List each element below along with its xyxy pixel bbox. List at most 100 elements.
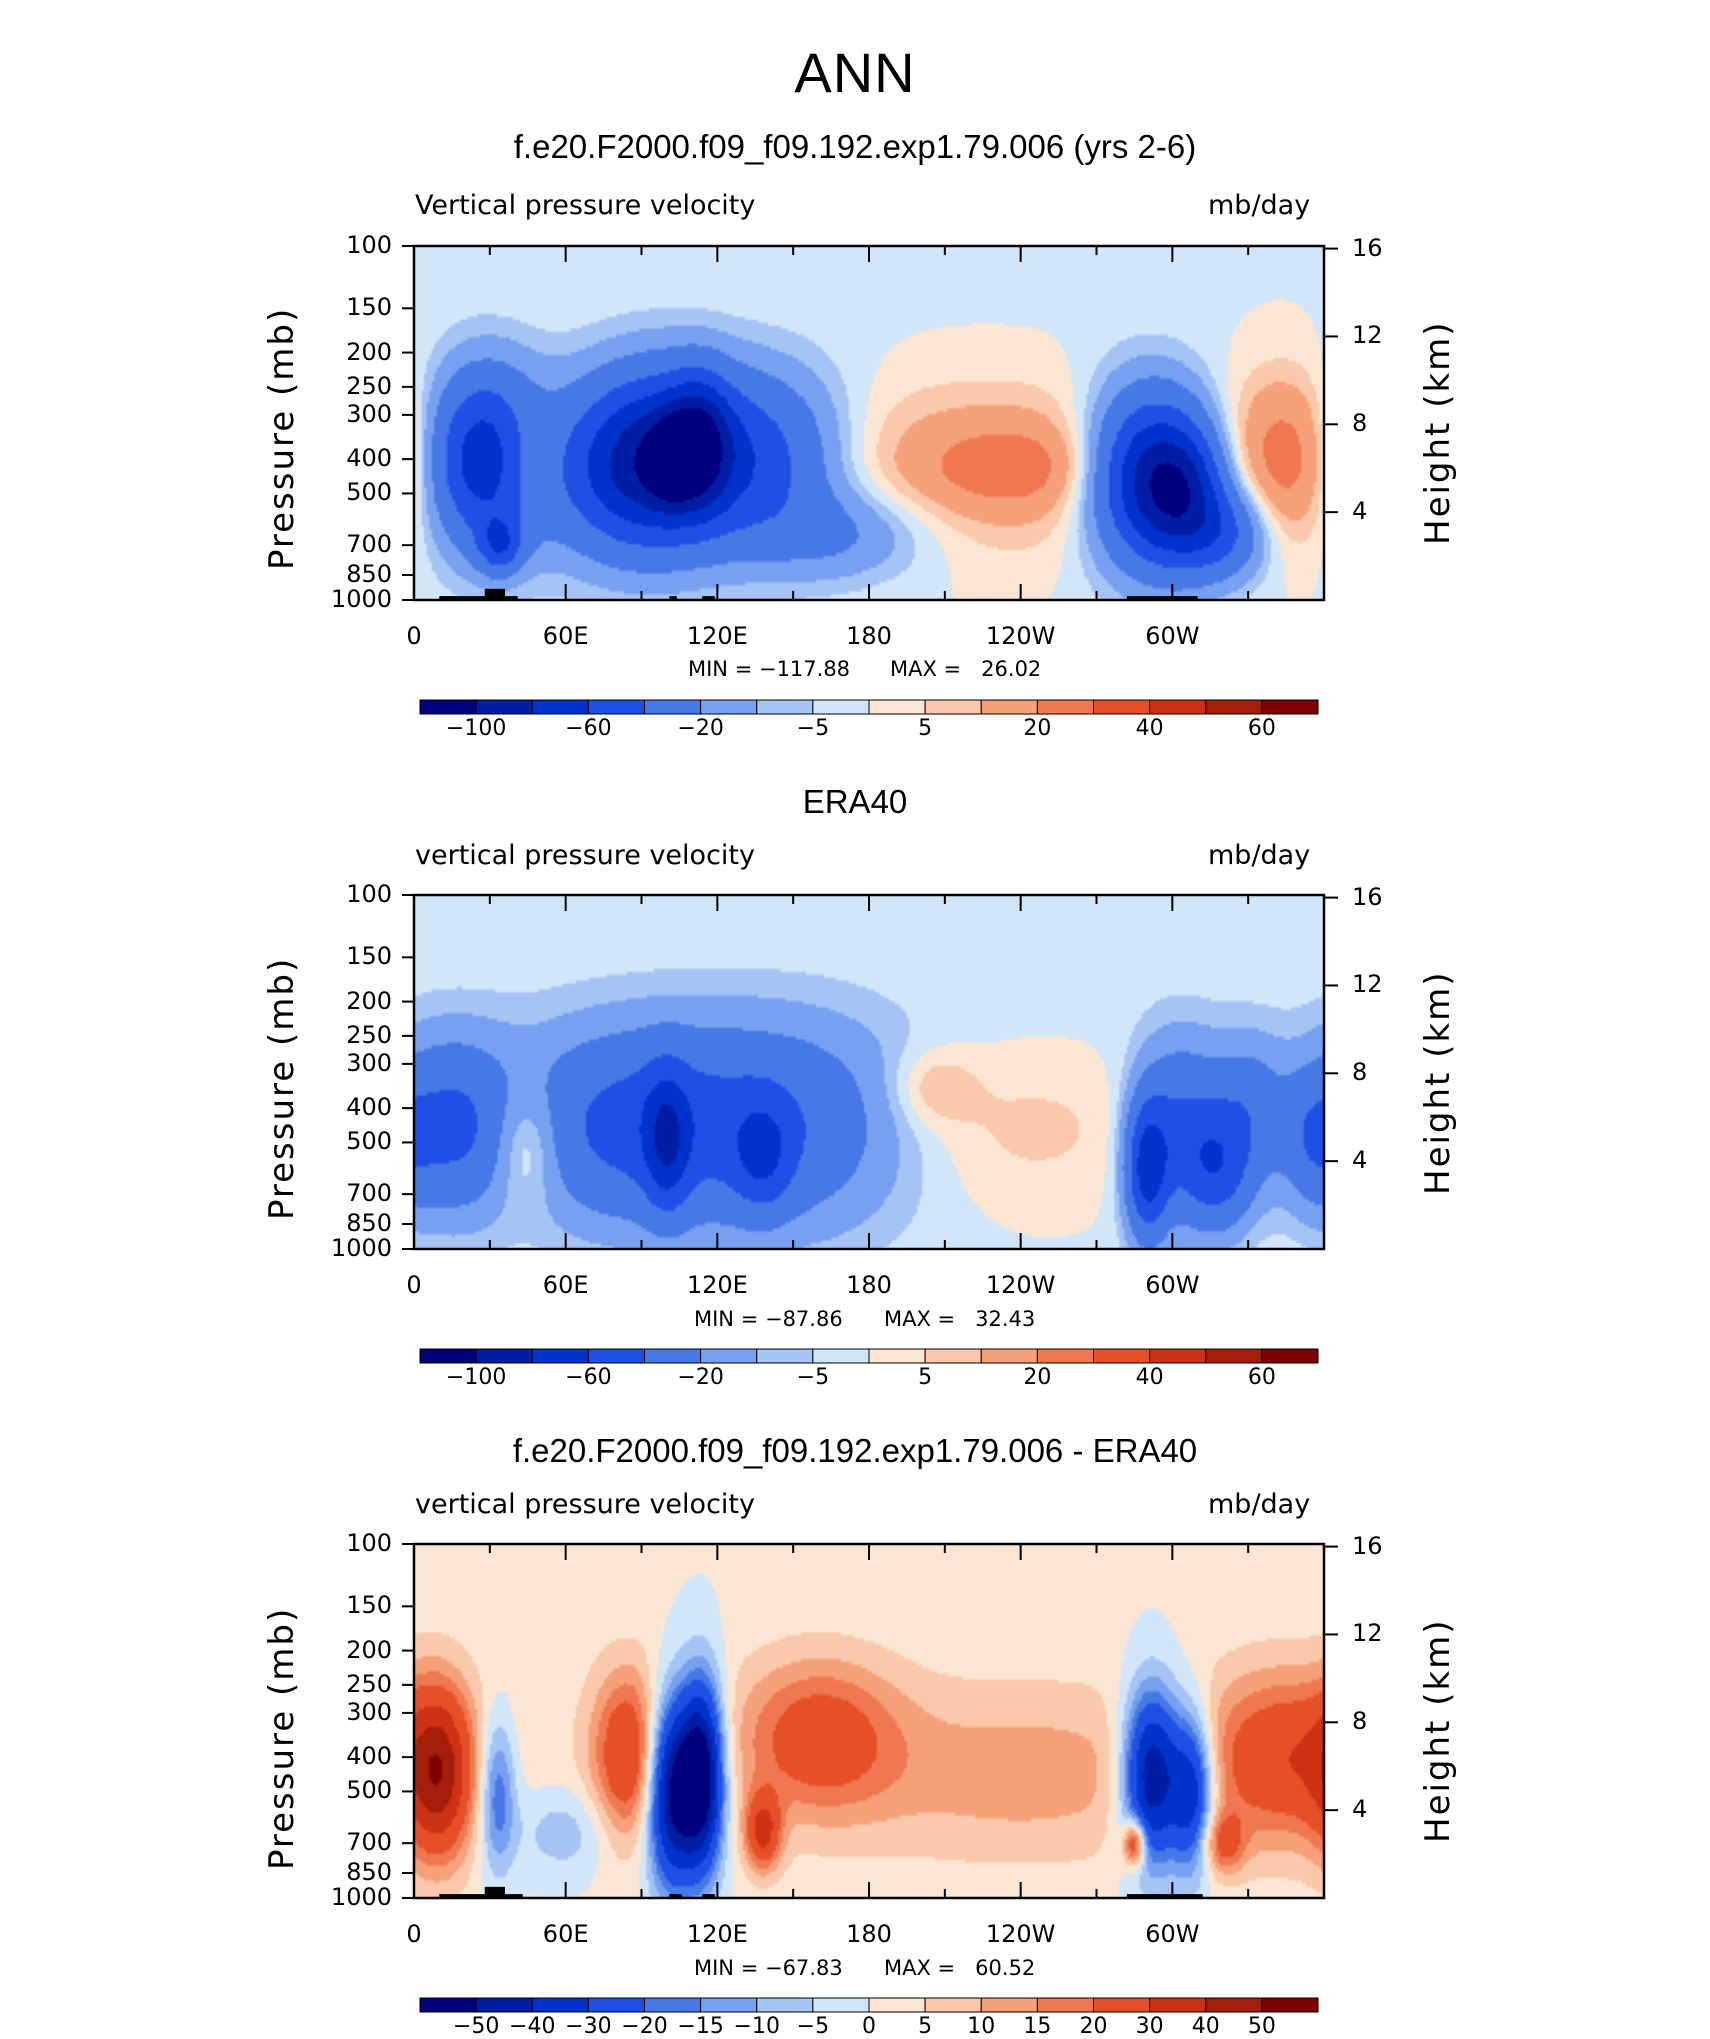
panel-3-colorbar-box bbox=[531, 1997, 589, 2013]
panel-3-lon-label: 120E bbox=[686, 1920, 748, 1948]
panel-3-pressure-label: 700 bbox=[346, 1828, 392, 1857]
panel-3-colorbar-label: −20 bbox=[621, 2014, 668, 2039]
panel-1-colorbar-box bbox=[756, 699, 814, 715]
panel-1-colorbar-box bbox=[700, 699, 758, 715]
panel-1-colorbar-box bbox=[531, 699, 589, 715]
panel-2-height-label: 12 bbox=[1352, 970, 1383, 999]
panel-1-lon-label: 60E bbox=[542, 622, 589, 650]
panel-3-pressure-label: 100 bbox=[346, 1529, 392, 1557]
panel-1-height-label: 16 bbox=[1352, 233, 1383, 262]
panel-1-colorbar-box bbox=[924, 699, 982, 715]
panel-1-colorbar-box bbox=[1261, 699, 1319, 715]
panel-2-colorbar-box bbox=[1036, 1348, 1094, 1364]
panel-2-colorbar-label: −5 bbox=[796, 1365, 830, 1390]
panel-2-height-label: 8 bbox=[1352, 1058, 1368, 1087]
panel-3-colorbar-box bbox=[700, 1997, 758, 2013]
panel-2-colorbar-box bbox=[1205, 1348, 1263, 1364]
panel-2-colorbar-box bbox=[1261, 1348, 1319, 1364]
panel-3-land-5 bbox=[1126, 1894, 1203, 1898]
panel-2-colorbar-label: 5 bbox=[918, 1365, 933, 1390]
panel-2-colorbar-box bbox=[868, 1348, 926, 1364]
panel-1-land-2 bbox=[505, 596, 518, 600]
panel-1-colorbar-box bbox=[1036, 699, 1094, 715]
panel-2-colorbar-box bbox=[531, 1348, 589, 1364]
panel-1-colorbar-box bbox=[587, 699, 645, 715]
panel-3-field bbox=[414, 1544, 1324, 1898]
panel-2-colorbar-box bbox=[924, 1348, 982, 1364]
panel-1-pressure-label: 850 bbox=[346, 560, 392, 588]
panel-1-colorbar-label: −5 bbox=[796, 716, 830, 741]
panel-2-colorbar-label: 60 bbox=[1247, 1365, 1276, 1390]
panel-3-colorbar-box bbox=[1093, 1997, 1151, 2013]
panel-2-colorbar-label: −60 bbox=[565, 1365, 612, 1390]
panel-2-pressure-label: 1000 bbox=[330, 1234, 392, 1262]
panel-1-field bbox=[414, 246, 1324, 600]
panel-1-pressure-label: 300 bbox=[346, 399, 392, 428]
panel-3-max: MAX = 60.52 bbox=[884, 1956, 1036, 1980]
panel-2-pressure-label: 850 bbox=[346, 1209, 392, 1237]
panel-1-height-label: 8 bbox=[1352, 409, 1368, 438]
panel-3-colorbar-box bbox=[1149, 1997, 1207, 2013]
panel-1-pressure-label: 150 bbox=[346, 293, 392, 322]
panel-3-lon-label: 0 bbox=[406, 1920, 422, 1948]
panel-2-pressure-label: 300 bbox=[346, 1048, 392, 1077]
panel-3-units-label: mb/day bbox=[1208, 1489, 1311, 1520]
panel-2-lon-label: 120W bbox=[985, 1271, 1056, 1299]
panel-1-min: MIN = −117.88 bbox=[688, 657, 851, 681]
panel-1-title: f.e20.F2000.f09_f09.192.exp1.79.006 (yrs… bbox=[513, 128, 1197, 165]
panel-1-colorbar-box bbox=[868, 699, 926, 715]
panel-2-max: MAX = 32.43 bbox=[884, 1307, 1036, 1331]
panel-3-colorbar-box bbox=[924, 1997, 982, 2013]
panel-3-colorbar-box bbox=[644, 1997, 702, 2013]
panel-1-pressure-label: 1000 bbox=[330, 585, 392, 613]
panel-3-pressure-label: 850 bbox=[346, 1858, 392, 1886]
panel-1-colorbar-box bbox=[1149, 699, 1207, 715]
panel-3-colorbar-label: −40 bbox=[509, 2014, 556, 2039]
panel-3-pressure-label: 500 bbox=[346, 1776, 392, 1805]
panel-2-colorbar-label: 20 bbox=[1023, 1365, 1052, 1390]
panel-1-colorbar-label: −60 bbox=[565, 716, 612, 741]
panel-3-height-label: 16 bbox=[1352, 1531, 1383, 1560]
panel-1-lon-label: 180 bbox=[846, 622, 892, 650]
panel-2-colorbar-box bbox=[587, 1348, 645, 1364]
panel-3-colorbar-box bbox=[475, 1997, 533, 2013]
panel-1-land-5 bbox=[1126, 596, 1198, 600]
panel-2-pressure-label: 100 bbox=[346, 880, 392, 908]
page-title: ANN bbox=[794, 41, 916, 104]
panel-1-colorbar-box bbox=[980, 699, 1038, 715]
panel-1-pressure-label: 200 bbox=[346, 337, 392, 366]
panel-3-pressure-label: 150 bbox=[346, 1591, 392, 1620]
panel-2-title: ERA40 bbox=[802, 783, 908, 820]
panel-2-colorbar-box bbox=[700, 1348, 758, 1364]
panel-1-lon-label: 0 bbox=[406, 622, 422, 650]
panel-3-pressure-label: 300 bbox=[346, 1697, 392, 1726]
panel-2-min: MIN = −87.86 bbox=[694, 1307, 843, 1331]
panel-2-colorbar-label: −100 bbox=[445, 1365, 507, 1390]
panel-3-colorbar-box bbox=[419, 1997, 477, 2013]
panel-3-pressure-label: 400 bbox=[346, 1742, 392, 1771]
panel-2-pressure-label: 400 bbox=[346, 1093, 392, 1122]
panel-2-colorbar-box bbox=[812, 1348, 870, 1364]
panel-3-colorbar-box bbox=[1261, 1997, 1319, 2013]
panel-1-variable-label: Vertical pressure velocity bbox=[415, 190, 756, 221]
panel-3-title: f.e20.F2000.f09_f09.192.exp1.79.006 - ER… bbox=[512, 1432, 1198, 1469]
panel-2-colorbar-box bbox=[644, 1348, 702, 1364]
panel-3-height-label: 4 bbox=[1352, 1795, 1368, 1824]
panel-1-colorbar-label: 5 bbox=[918, 716, 933, 741]
panel-1-colorbar-label: 40 bbox=[1135, 716, 1164, 741]
panel-3-colorbar-label: −50 bbox=[452, 2014, 500, 2039]
panel-1-colorbar-box bbox=[1205, 699, 1263, 715]
panel-3-colorbar-label: 50 bbox=[1247, 2014, 1276, 2039]
panel-2-lon-label: 60W bbox=[1145, 1271, 1200, 1299]
panel-2-units-label: mb/day bbox=[1208, 840, 1311, 871]
panel-3-colorbar-label: 40 bbox=[1191, 2014, 1220, 2039]
panel-3-colorbar-box bbox=[1205, 1997, 1263, 2013]
panel-1-colorbar-label: 20 bbox=[1023, 716, 1052, 741]
panel-1-height-label: 12 bbox=[1352, 321, 1383, 350]
panel-2-pressure-label: 200 bbox=[346, 986, 392, 1015]
panel-2-colorbar-label: 40 bbox=[1135, 1365, 1164, 1390]
panel-1-pressure-label: 400 bbox=[346, 444, 392, 473]
panel-3-colorbar-label: 0 bbox=[862, 2014, 876, 2039]
panel-2-lon-label: 180 bbox=[846, 1271, 892, 1299]
